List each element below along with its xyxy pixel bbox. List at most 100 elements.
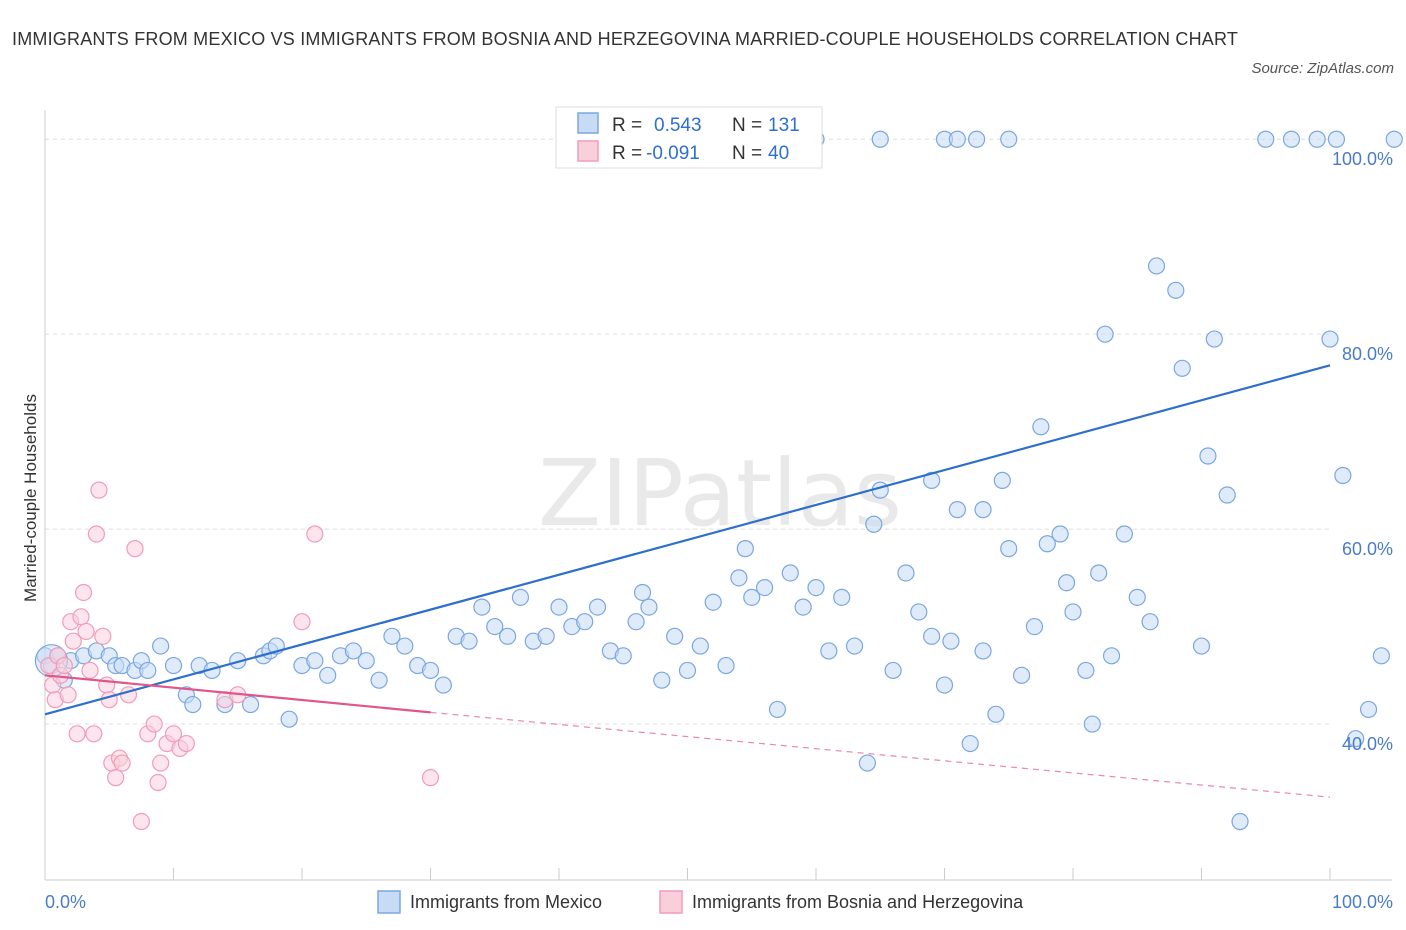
bosnia-point-37	[293, 613, 311, 631]
x-tick-label-1: 100.0%	[1332, 892, 1393, 912]
mexico-point-77	[910, 603, 928, 621]
mexico-point-122	[1327, 130, 1346, 148]
stats-n-value-mexico: 131	[768, 115, 800, 136]
mexico-point-109	[948, 130, 966, 148]
bosnia-point-12	[77, 622, 95, 641]
legend-label-bosnia: Immigrants from Bosnia and Herzegovina	[692, 892, 1024, 912]
mexico-point-76	[897, 564, 915, 582]
stats-r-value-mexico: 0.543	[654, 115, 702, 136]
mexico-point-78	[923, 627, 941, 645]
mexico-point-51	[614, 647, 632, 665]
bosnia-point-9	[68, 725, 86, 743]
mexico-point-95	[1090, 564, 1108, 582]
bosnia-point-17	[94, 627, 112, 645]
mexico-point-104	[1192, 637, 1211, 655]
mexico-point-102	[1167, 281, 1185, 299]
bosnia-trend-dashed	[430, 711, 1331, 798]
mexico-point-93	[1077, 661, 1095, 680]
mexico-point-39	[460, 632, 478, 650]
mexico-point-32	[370, 671, 388, 689]
bosnia-point-39	[306, 525, 324, 543]
mexico-point-69	[820, 642, 838, 660]
mexico-point-79	[935, 676, 954, 694]
mexico-point-91	[1057, 574, 1076, 592]
mexico-point-14	[164, 656, 183, 675]
mexico-point-53	[633, 583, 652, 602]
trend-lines	[44, 364, 1331, 798]
mexico-point-59	[704, 593, 722, 611]
mexico-point-99	[1128, 588, 1146, 606]
stats-n-value-bosnia: 40	[768, 143, 789, 164]
x-tick-label-0: 0.0%	[45, 892, 86, 912]
bosnia-point-6	[59, 686, 77, 704]
legend: Immigrants from Mexico Immigrants from B…	[377, 890, 1024, 914]
mexico-point-13	[152, 637, 170, 655]
mexico-point-37	[434, 676, 452, 694]
bosnia-point-38	[421, 769, 440, 787]
mexico-point-73	[865, 515, 883, 533]
mexico-point-110	[968, 130, 986, 148]
stats-r-label-mexico: R =	[612, 115, 642, 136]
bosnia-point-16	[90, 481, 108, 499]
mexico-point-116	[993, 471, 1011, 489]
mexico-point-121	[1321, 330, 1339, 348]
mexico-point-88	[1032, 418, 1050, 436]
mexico-point-90	[1051, 525, 1069, 543]
axes	[44, 110, 1392, 881]
mexico-point-83	[974, 642, 992, 660]
y-tick-label-1: 80.0%	[1342, 344, 1393, 364]
mexico-point-56	[666, 627, 684, 645]
stats-r-value-bosnia: -0.091	[646, 143, 700, 164]
bosnia-point-28	[145, 715, 163, 733]
y-tick-label-3: 40.0%	[1342, 734, 1393, 754]
bosnia-point-14	[85, 725, 103, 743]
mexico-point-67	[794, 598, 812, 616]
y-tick-labels: 100.0% 80.0% 60.0% 40.0%	[1332, 149, 1393, 754]
mexico-point-124	[1347, 730, 1365, 748]
mexico-point-97	[1102, 647, 1121, 665]
bosnia-point-32	[164, 725, 183, 743]
mexico-point-58	[691, 637, 709, 655]
mexico-point-60	[717, 656, 735, 675]
mexico-point-52	[627, 613, 645, 631]
mexico-point-55	[653, 671, 671, 689]
stats-swatch-mexico	[577, 112, 599, 134]
mexico-point-114	[923, 471, 941, 489]
mexico-point-64	[755, 578, 774, 597]
mexico-point-27	[306, 652, 324, 670]
mexico-point-57	[678, 661, 697, 680]
stats-box: R = 0.543 N = 131 R = -0.091 N = 40	[555, 106, 823, 169]
mexico-point-103	[1173, 359, 1191, 377]
mexico-point-21	[242, 695, 260, 714]
stats-r-label-bosnia: R =	[612, 143, 642, 164]
bosnia-point-15	[87, 525, 106, 543]
mexico-point-66	[781, 564, 799, 582]
mexico-point-106	[1205, 330, 1223, 348]
mexico-point-118	[1257, 130, 1275, 148]
mexico-point-125	[1359, 700, 1378, 719]
mexico-point-31	[357, 652, 375, 670]
mexico-point-40	[473, 598, 491, 616]
mexico-point-126	[1372, 647, 1391, 665]
bosnia-point-11	[74, 583, 93, 602]
mexico-point-48	[576, 613, 594, 631]
bosnia-point-13	[81, 661, 99, 680]
mexico-point-86	[1012, 666, 1031, 684]
mexico-point-98	[1115, 525, 1134, 543]
mexico-point-123	[1334, 466, 1352, 485]
stats-swatch-bosnia	[577, 140, 599, 162]
mexico-point-42	[499, 627, 517, 645]
mexico-point-68	[807, 578, 825, 597]
mexico-point-111	[1000, 130, 1018, 148]
mexico-point-25	[280, 710, 298, 728]
mexico-point-92	[1064, 603, 1082, 621]
mexico-point-101	[1147, 257, 1166, 275]
mexico-point-61	[730, 569, 748, 587]
mexico-point-119	[1282, 130, 1301, 148]
y-tick-label-2: 60.0%	[1342, 539, 1393, 559]
mexico-point-105	[1199, 447, 1217, 465]
mexico-point-41	[486, 617, 504, 636]
bosnia-point-25	[126, 540, 144, 558]
mexico-point-120	[1308, 130, 1326, 148]
